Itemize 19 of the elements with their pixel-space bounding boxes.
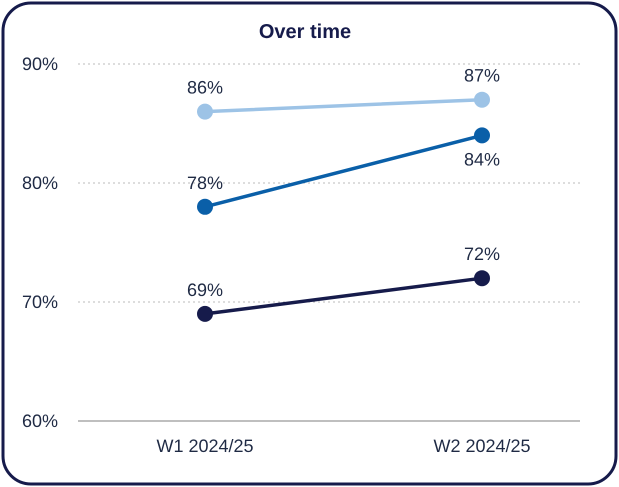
point (197, 104, 213, 120)
point (474, 270, 490, 286)
point (474, 127, 490, 144)
x-tick-label: W1 2024/25 (156, 436, 254, 456)
y-tick-label: 90% (22, 54, 58, 74)
point (197, 198, 213, 215)
y-tick-label: 60% (22, 411, 58, 431)
data-label: 78% (186, 172, 224, 193)
y-tick-label: 80% (22, 173, 58, 193)
y-tick-label: 70% (22, 292, 58, 312)
data-label: 86% (186, 78, 224, 98)
data-label: 69% (186, 280, 224, 300)
data-label: 84% (464, 149, 500, 170)
data-label: 87% (464, 66, 500, 86)
chart-title: Over time (258, 21, 352, 43)
x-tick-label: W2 2024/25 (433, 436, 531, 456)
data-label: 72% (464, 244, 500, 264)
point (197, 306, 213, 322)
point (474, 92, 490, 108)
